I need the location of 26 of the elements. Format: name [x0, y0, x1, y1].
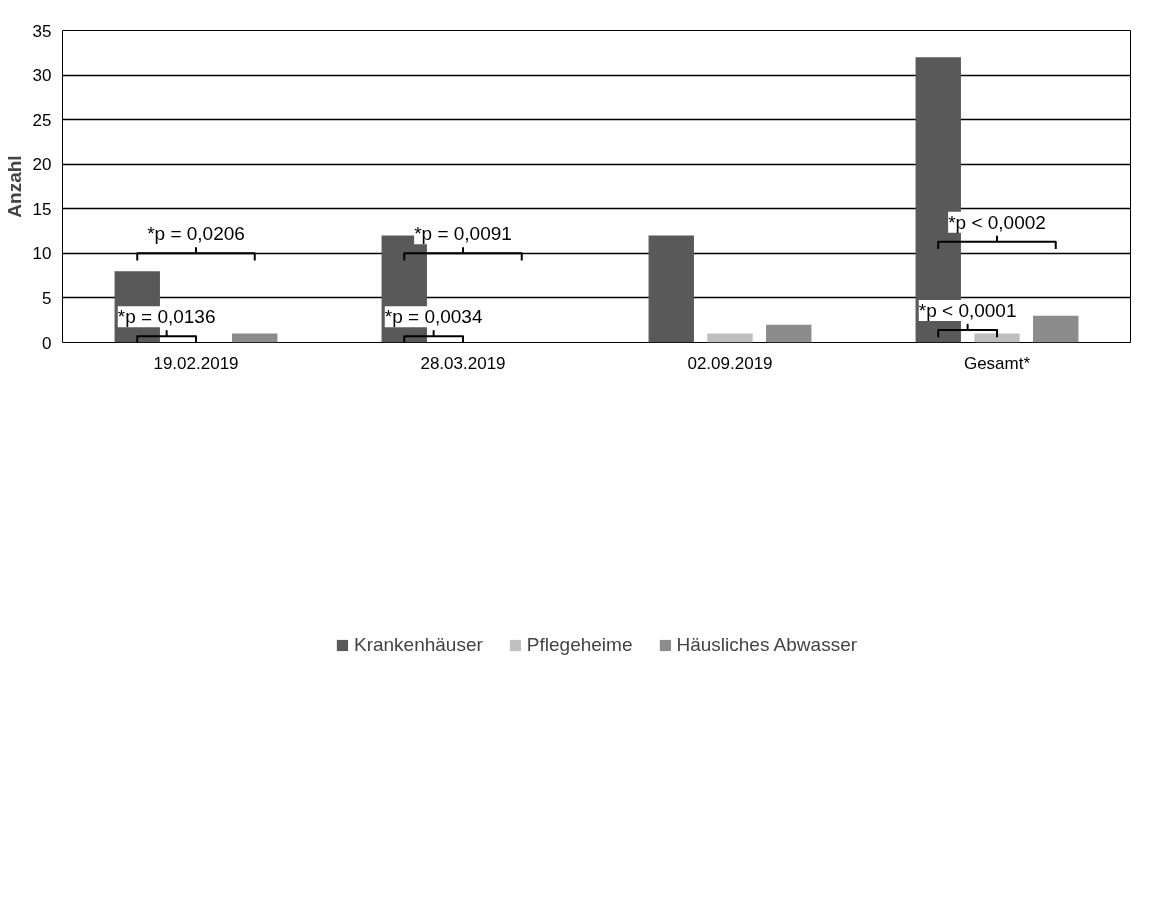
x-tick-label: Gesamt* — [963, 353, 1031, 373]
annotation: *p = 0,0091 — [414, 223, 512, 245]
y-tick-label: 15 — [32, 199, 52, 219]
annotation: *p < 0,0002 — [948, 211, 1046, 233]
y-tick-label: 20 — [32, 155, 52, 175]
x-tick-label: 28.03.2019 — [420, 353, 506, 373]
annotation: *p = 0,0136 — [117, 306, 216, 328]
annotation: *p < 0,0001 — [918, 299, 1017, 321]
y-tick-label: 35 — [32, 21, 52, 41]
y-tick-label: 5 — [42, 288, 52, 308]
bar — [707, 333, 753, 343]
annotation: *p = 0,0034 — [384, 306, 483, 328]
y-tick-label: 10 — [32, 244, 52, 264]
legend-label: Pflegeheime — [526, 634, 633, 656]
legend-label: Häusliches Abwasser — [676, 634, 858, 656]
y-tick-label: 30 — [32, 66, 52, 86]
y-axis-title: Anzahl — [3, 155, 25, 218]
x-tick-label: 02.09.2019 — [687, 353, 773, 373]
bar — [766, 324, 812, 343]
y-tick-label: 25 — [32, 110, 52, 130]
annotation: *p = 0,0206 — [147, 223, 245, 245]
bar — [1033, 315, 1079, 343]
legend-label: Krankenhäuser — [353, 634, 483, 656]
y-tick-label: 0 — [42, 333, 52, 353]
x-tick-label: 19.02.2019 — [153, 353, 239, 373]
bar — [648, 235, 694, 343]
